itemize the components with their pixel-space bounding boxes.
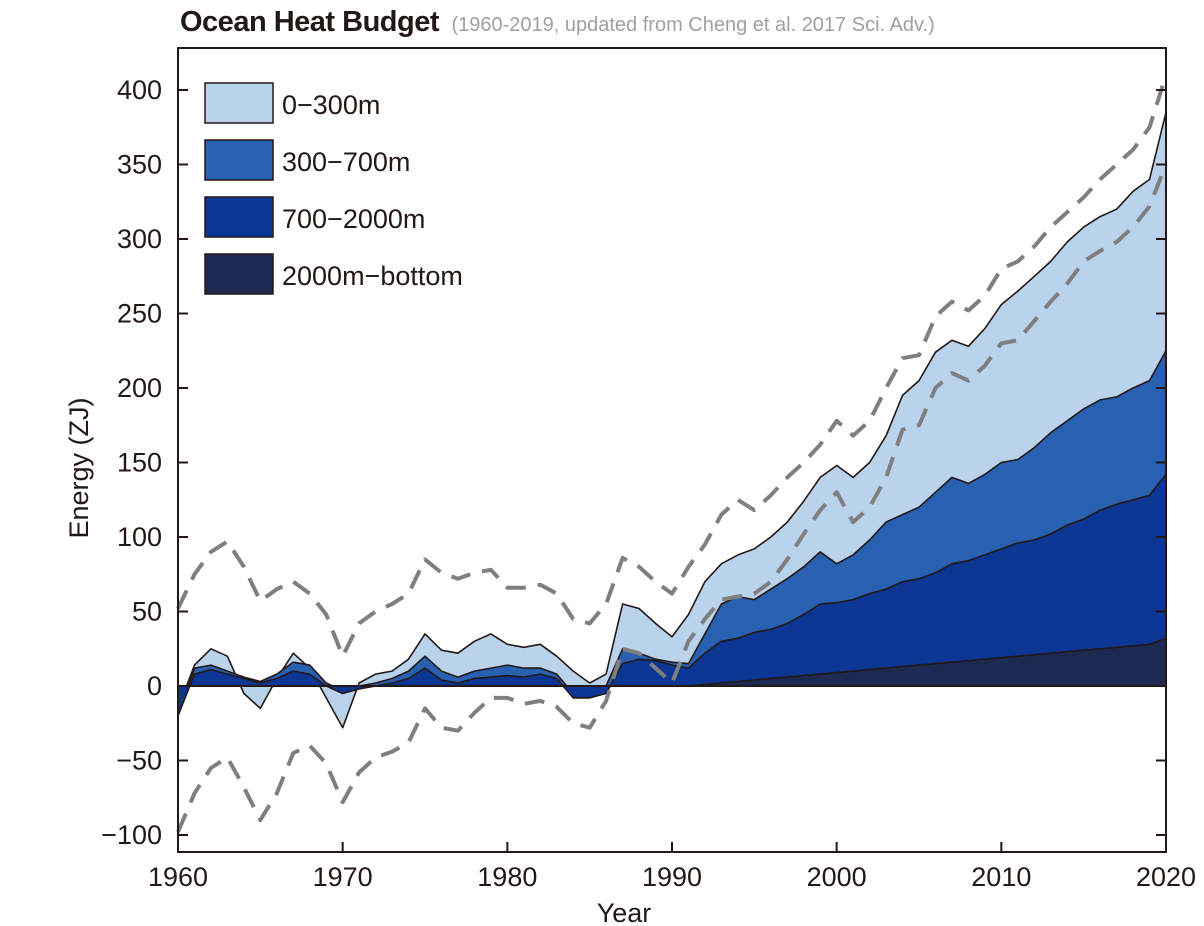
title-row: Ocean Heat Budget (1960-2019, updated fr… — [180, 6, 935, 39]
legend-swatch — [204, 82, 274, 124]
y-tick-label: 50 — [132, 597, 162, 627]
y-tick-label: −100 — [101, 820, 162, 850]
y-tick-label: 0 — [147, 671, 162, 701]
y-tick-label: 250 — [117, 299, 162, 329]
legend-swatch — [204, 196, 274, 238]
y-tick-label: 300 — [117, 224, 162, 254]
legend-label: 700−2000m — [282, 204, 425, 234]
x-tick-label: 1990 — [642, 862, 702, 892]
y-tick-label: 100 — [117, 522, 162, 552]
legend-label: 2000m−bottom — [282, 261, 463, 291]
x-tick-label: 2010 — [971, 862, 1031, 892]
y-tick-label: 200 — [117, 373, 162, 403]
x-tick-label: 1980 — [477, 862, 537, 892]
y-tick-label: 400 — [117, 75, 162, 105]
legend-swatch — [204, 139, 274, 181]
y-tick-label: −50 — [116, 746, 162, 776]
legend-swatch — [204, 253, 274, 295]
chart-subtitle: (1960-2019, updated from Cheng et al. 20… — [451, 14, 935, 36]
legend-label: 300−700m — [282, 147, 410, 177]
y-axis-label: Energy (ZJ) — [64, 397, 94, 538]
x-tick-label: 1960 — [148, 862, 208, 892]
legend: 0−300m 300−700m 700−2000m 2000m−bottom — [204, 82, 463, 295]
x-tick-label: 2000 — [807, 862, 867, 892]
dashed-line-upper-bound — [176, 74, 1168, 659]
lines-layer — [176, 74, 1168, 833]
ticks-layer: 1960 1970 1980 1990 2000 2010 2020400350300250… — [101, 75, 1196, 892]
chart-title: Ocean Heat Budget — [180, 6, 440, 38]
x-tick-label: 2020 — [1136, 862, 1196, 892]
x-axis-label: Year — [597, 898, 652, 926]
y-tick-label: 350 — [117, 150, 162, 180]
dashed-line-lower-bound — [176, 163, 1168, 833]
y-tick-label: 150 — [117, 448, 162, 478]
legend-label: 0−300m — [282, 90, 380, 120]
x-tick-label: 1970 — [313, 862, 373, 892]
